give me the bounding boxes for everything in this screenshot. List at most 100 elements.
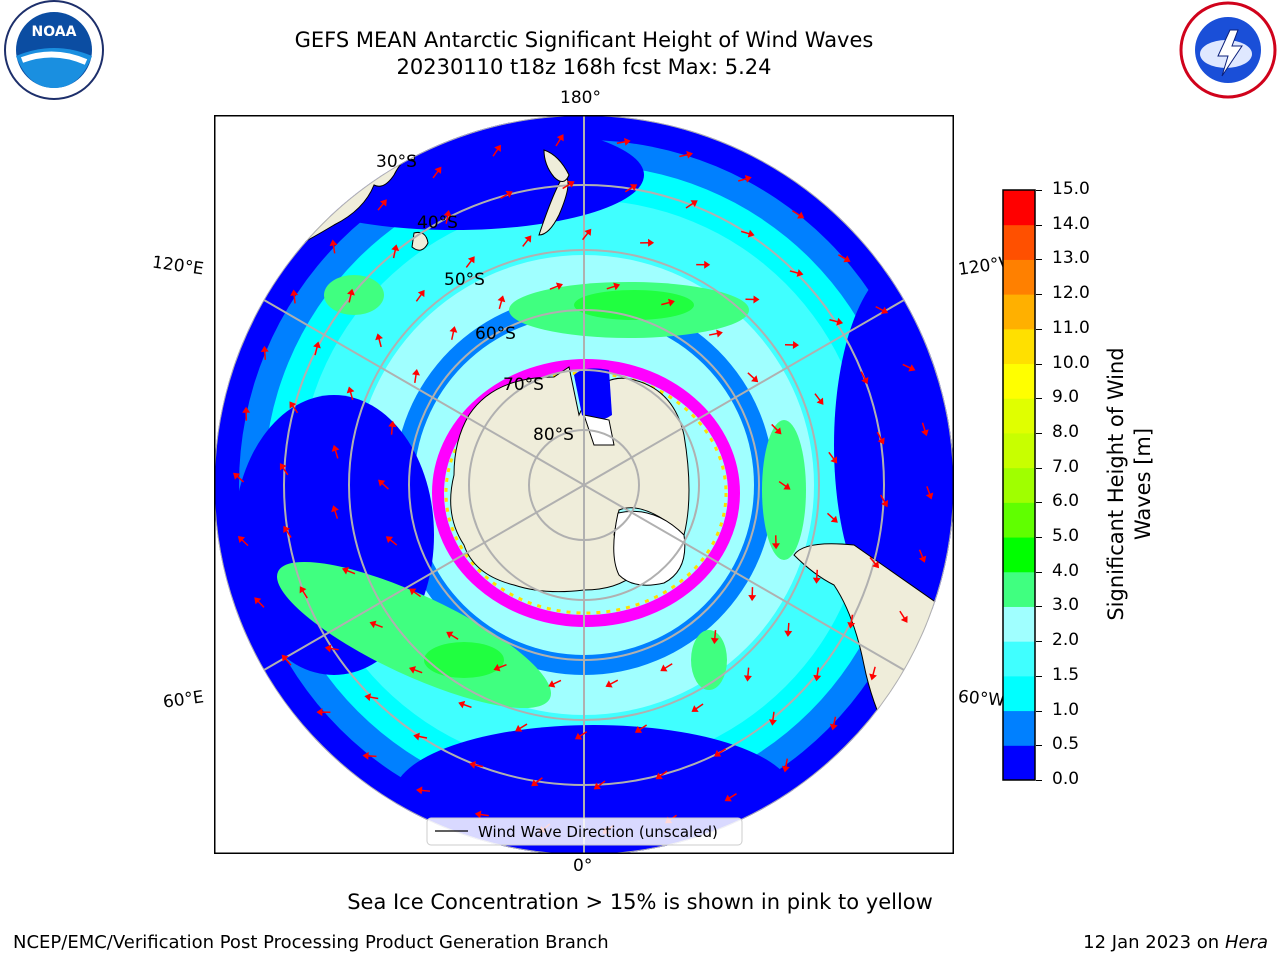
lat-label-80s: 80°S bbox=[533, 425, 574, 445]
colorbar-tick-mark bbox=[1036, 224, 1042, 226]
colorbar-tick-mark bbox=[1036, 571, 1042, 573]
map-frame bbox=[214, 115, 954, 854]
lon-label-60w: 60°W bbox=[957, 686, 1006, 712]
wave-arrow bbox=[918, 549, 927, 563]
wave-arrow bbox=[860, 371, 869, 385]
wave-arrow bbox=[548, 679, 562, 688]
wave-arrow bbox=[412, 368, 420, 383]
wave-arrow bbox=[925, 486, 934, 500]
wave-arrow bbox=[279, 463, 289, 476]
title-line-2: 20230110 t18z 168h fcst Max: 5.24 bbox=[396, 55, 772, 79]
colorbar-tick-mark bbox=[1036, 710, 1042, 712]
colorbar-tick-label: 6.0 bbox=[1052, 491, 1080, 512]
wave-arrow bbox=[696, 260, 711, 269]
colorbar-band bbox=[1003, 710, 1035, 746]
polar-map: Wind Wave Direction (unscaled) bbox=[214, 115, 954, 854]
colorbar-tick-mark bbox=[1036, 294, 1042, 296]
colorbar-tick-mark bbox=[1036, 259, 1042, 261]
colorbar-tick-label: 1.0 bbox=[1052, 699, 1080, 720]
colorbar-frame bbox=[1002, 189, 1036, 781]
wave-arrow bbox=[814, 393, 824, 405]
wave-arrow bbox=[634, 724, 648, 733]
wave-arrow bbox=[768, 711, 777, 726]
lat-label-30s: 30°S bbox=[376, 152, 417, 172]
legend-label: Wind Wave Direction (unscaled) bbox=[478, 823, 718, 841]
colorbar-tick-label: 8.0 bbox=[1052, 421, 1080, 442]
wave-arrow bbox=[474, 810, 489, 819]
colorbar-tick-label: 13.0 bbox=[1052, 248, 1090, 269]
colorbar-tick-mark bbox=[1036, 432, 1042, 434]
wave-arrow bbox=[902, 363, 916, 372]
wave-arrow bbox=[606, 282, 621, 291]
wave-arrow bbox=[880, 494, 889, 508]
wave-arrow bbox=[289, 401, 299, 414]
wave-arrow bbox=[432, 166, 442, 179]
lon-label-180: 180° bbox=[560, 88, 601, 108]
wave-arrow bbox=[346, 386, 355, 401]
wave-arrow bbox=[679, 150, 693, 159]
wave-arrow bbox=[574, 731, 588, 740]
wave-arrow bbox=[549, 282, 563, 291]
lon-label-120e: 120°E bbox=[150, 252, 205, 280]
wave-arrow bbox=[458, 700, 472, 709]
wave-arrow bbox=[771, 535, 780, 550]
colorbar bbox=[1002, 189, 1036, 781]
wave-arrow bbox=[254, 597, 265, 608]
colorbar-tick-mark bbox=[1036, 745, 1042, 747]
wave-arrow bbox=[828, 451, 838, 464]
colorbar-band bbox=[1003, 537, 1035, 573]
colorbar-tick-mark bbox=[1036, 780, 1042, 781]
colorbar-tick-mark bbox=[1036, 502, 1042, 504]
wave-arrow bbox=[876, 431, 885, 445]
wave-arrow bbox=[531, 777, 543, 787]
wave-arrow bbox=[260, 345, 269, 360]
map-legend: Wind Wave Direction (unscaled) bbox=[426, 817, 743, 846]
colorbar-tick-label: 9.0 bbox=[1052, 387, 1080, 408]
wave-arrow bbox=[660, 663, 673, 672]
ross-ice-shelf bbox=[583, 414, 615, 446]
wave-arrow bbox=[347, 288, 355, 303]
wave-arrow bbox=[362, 751, 377, 760]
graticule bbox=[214, 115, 954, 854]
footer-date: 12 Jan 2023 on bbox=[1083, 932, 1225, 953]
colorbar-tick-label: 11.0 bbox=[1052, 317, 1090, 338]
colorbar-tick-label: 5.0 bbox=[1052, 526, 1080, 547]
wave-arrow bbox=[324, 644, 339, 653]
colorbar-tick-label: 14.0 bbox=[1052, 213, 1090, 234]
wave-arrow bbox=[237, 535, 249, 547]
wave-arrow bbox=[869, 666, 877, 681]
wave-arrow bbox=[375, 333, 383, 348]
colorbar-tick-mark bbox=[1036, 190, 1042, 191]
wave-arrow bbox=[364, 693, 379, 702]
wave-arrow bbox=[789, 269, 804, 277]
wave-arrow bbox=[743, 667, 752, 682]
wave-arrow bbox=[446, 631, 459, 640]
footer-left: NCEP/EMC/Verification Post Processing Pr… bbox=[13, 932, 609, 953]
wave-arrow bbox=[469, 760, 484, 769]
colorbar-band bbox=[1003, 259, 1035, 295]
wave-arrow bbox=[283, 525, 292, 538]
wave-arrow bbox=[242, 406, 251, 421]
colorbar-tick-label: 2.0 bbox=[1052, 630, 1080, 651]
wave-arrow bbox=[781, 758, 790, 773]
title-line-1: GEFS MEAN Antarctic Significant Height o… bbox=[294, 28, 874, 52]
wave-arrow bbox=[385, 536, 398, 546]
wave-arrow bbox=[378, 479, 389, 490]
wave-arrow bbox=[829, 716, 838, 731]
wave-arrow bbox=[748, 587, 757, 602]
wave-arrow bbox=[710, 630, 719, 645]
wave-arrow bbox=[329, 239, 338, 254]
wave-arrow bbox=[738, 175, 752, 183]
wave-arrow bbox=[624, 184, 638, 193]
noaa-logo: NOAA bbox=[4, 0, 104, 100]
wave-arrow bbox=[581, 228, 592, 241]
wave-arrow bbox=[616, 137, 631, 146]
wave-direction-arrows bbox=[233, 134, 934, 834]
colorbar-band bbox=[1003, 502, 1035, 538]
wave-arrow bbox=[465, 256, 475, 268]
colorbar-band bbox=[1003, 571, 1035, 607]
wave-arrow bbox=[331, 444, 340, 459]
wave-arrow bbox=[331, 505, 339, 519]
wave-arrow bbox=[316, 708, 331, 717]
wave-arrow bbox=[233, 472, 245, 483]
